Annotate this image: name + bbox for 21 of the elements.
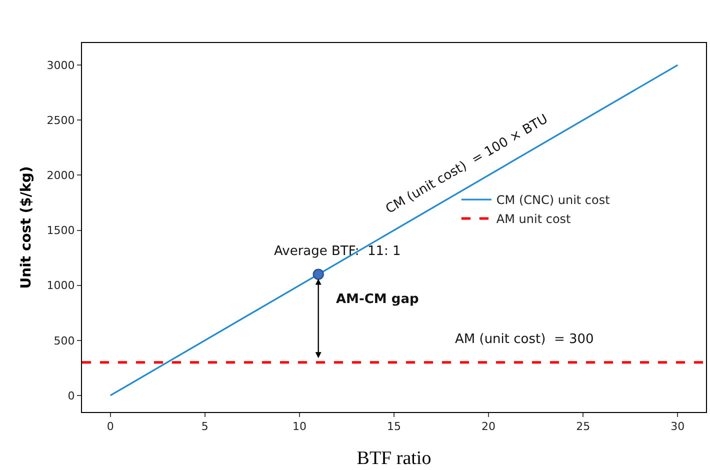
legend-label: AM unit cost	[496, 212, 572, 226]
x-tick-label: 15	[387, 420, 401, 434]
y-tick-label: 2500	[46, 114, 75, 127]
annotation: AM-CM gap	[336, 292, 419, 307]
x-tick-label: 30	[670, 420, 685, 434]
x-tick-label: 25	[576, 420, 590, 434]
y-tick-label: 0	[68, 389, 75, 402]
x-tick-label: 20	[482, 420, 496, 434]
x-tick-label: 5	[201, 420, 208, 434]
x-tick-label: 10	[292, 420, 306, 434]
annotation: Average BTF: 11: 1	[274, 244, 401, 259]
x-axis-title: BTF ratio	[356, 448, 432, 469]
y-tick-label: 3000	[46, 58, 75, 72]
y-tick-label: 1500	[46, 224, 75, 238]
x-tick-label: 0	[106, 420, 114, 434]
y-tick-label: 2000	[46, 169, 75, 182]
y-tick-label: 500	[54, 334, 75, 348]
y-axis-title: Unit cost ($/kg)	[18, 166, 34, 289]
y-tick-label: 1000	[46, 279, 75, 292]
annotation: AM (unit cost) = 300	[455, 332, 594, 347]
legend-label: CM (CNC) unit cost	[496, 193, 610, 208]
